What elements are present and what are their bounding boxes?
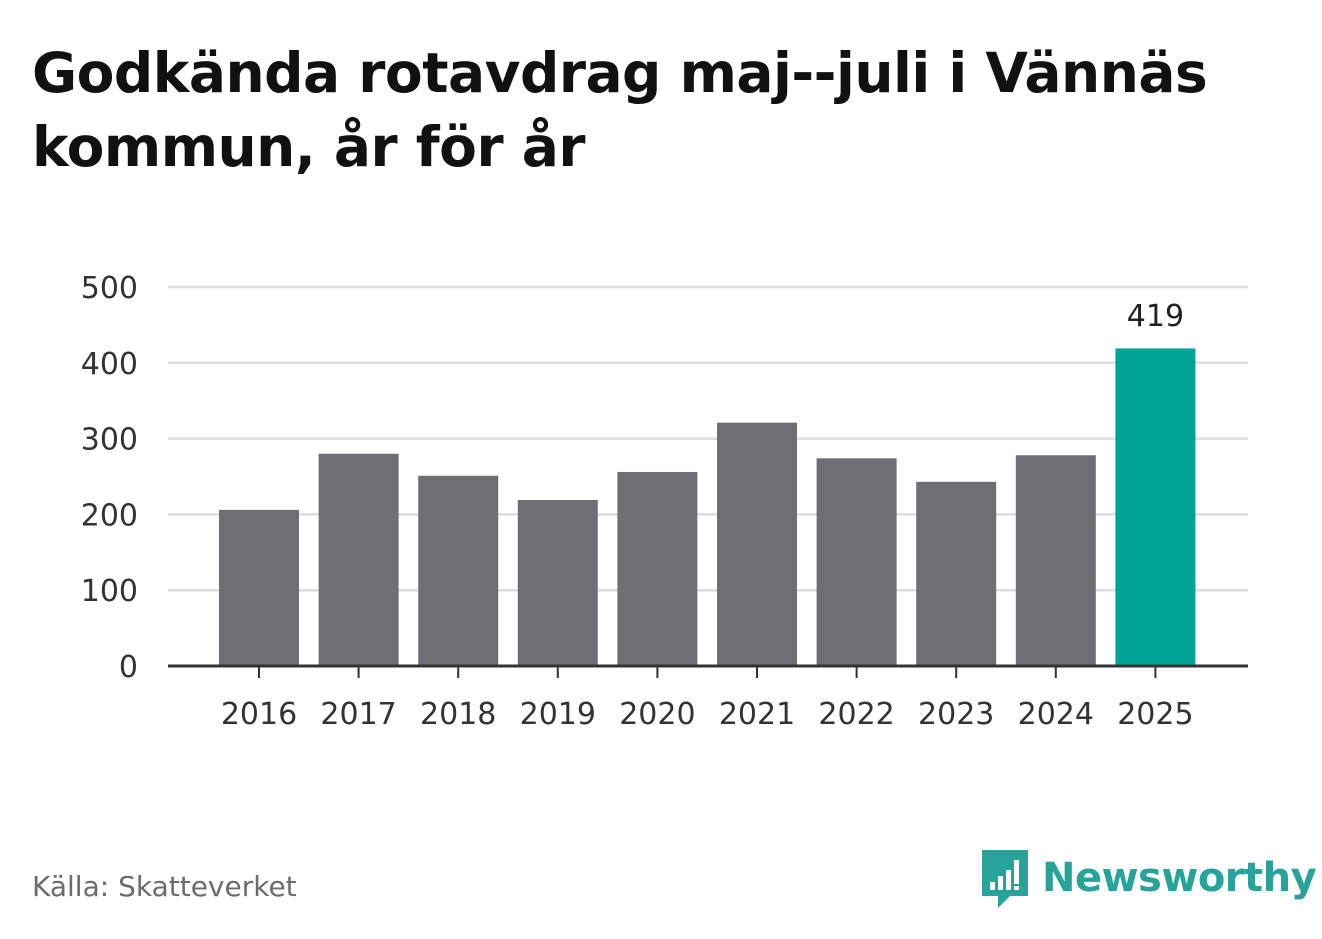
bar-2025 — [1115, 348, 1196, 666]
chart-title: Godkända rotavdrag maj--juli i Vännäs ko… — [32, 41, 1208, 179]
x-tick-label: 2018 — [420, 697, 496, 732]
axes — [168, 664, 1248, 678]
x-tick-label: 2024 — [1018, 697, 1094, 732]
x-tick-label: 2022 — [818, 697, 894, 732]
y-tick-label: 400 — [81, 347, 138, 382]
brand-logo: Newsworthy — [980, 848, 1317, 908]
bars — [219, 348, 1196, 666]
x-tick-label: 2025 — [1117, 697, 1193, 732]
source-note: Källa: Skatteverket — [32, 870, 297, 903]
y-tick-label: 200 — [81, 498, 138, 533]
bar-2018 — [418, 475, 499, 666]
y-tick-label: 500 — [81, 271, 138, 306]
bar-2021 — [717, 422, 797, 666]
brand-name: Newsworthy — [1042, 855, 1317, 901]
data-label: 419 — [1127, 299, 1184, 334]
bar-2023 — [916, 481, 997, 666]
bar-2016 — [219, 509, 299, 666]
bar-2024 — [1015, 455, 1096, 666]
newsworthy-logo-icon — [982, 850, 1028, 908]
bar-2019 — [517, 499, 598, 666]
x-tick-label: 2016 — [221, 697, 297, 732]
bar-2017 — [318, 453, 399, 666]
bar-2020 — [617, 471, 698, 666]
x-tick-label: 2020 — [619, 697, 695, 732]
y-tick-label: 0 — [119, 650, 138, 685]
x-tick-label: 2023 — [918, 697, 994, 732]
y-tick-label: 300 — [81, 423, 138, 458]
x-tick-label: 2017 — [320, 697, 396, 732]
y-tick-label: 100 — [81, 574, 138, 609]
x-tick-label: 2019 — [520, 697, 596, 732]
bar-2022 — [816, 458, 897, 666]
x-tick-label: 2021 — [719, 697, 795, 732]
labels: 0 100 200 300 400 500 2016 2017 2018 2019 2020 2021… — [81, 271, 1194, 732]
